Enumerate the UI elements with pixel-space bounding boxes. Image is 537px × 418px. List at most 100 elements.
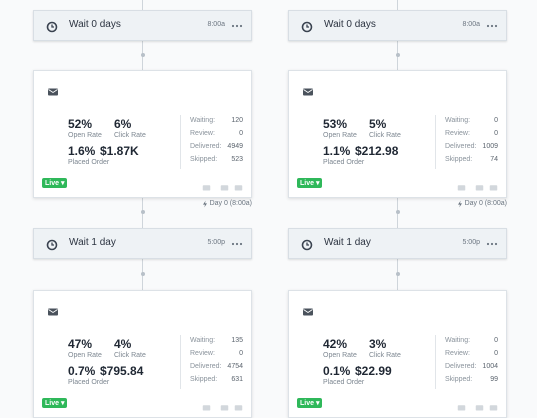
menu-dots[interactable]: [231, 237, 243, 249]
stat-value: 0: [239, 130, 243, 137]
stat-label: Waiting:: [445, 337, 471, 344]
action-icon[interactable]: [457, 399, 466, 411]
wait-card[interactable]: Wait 1 day 5:00p: [288, 228, 507, 259]
revenue: $22.99: [355, 364, 392, 378]
click-rate-label: Click Rate: [114, 132, 146, 139]
action-icon[interactable]: [489, 179, 498, 191]
stat-value: 135: [231, 337, 243, 344]
action-icon[interactable]: [489, 399, 498, 411]
stat-label: Review:: [190, 350, 215, 357]
stat-label: Delivered:: [445, 143, 477, 150]
wait-label: Wait 1 day: [69, 237, 116, 248]
wait-card[interactable]: Wait 0 days 8:00a: [288, 10, 507, 41]
action-icon[interactable]: [234, 179, 243, 191]
email-card[interactable]: 53% Open Rate 5% Click Rate 1.1% $212.98 Place…: [288, 70, 507, 198]
menu-dots[interactable]: [231, 19, 243, 31]
email-card[interactable]: 42% Open Rate 3% Click Rate 0.1% $22.99 Placed…: [288, 290, 507, 418]
divider: [435, 115, 436, 169]
bolt-icon-svg: [457, 200, 462, 208]
day-text: Day 0 (8:00a): [464, 200, 507, 207]
email-icon: [47, 85, 59, 97]
email-icon-svg: [48, 88, 58, 96]
day-label: Day 0 (8:00a): [457, 200, 507, 208]
menu-dots-svg: [486, 242, 498, 246]
click-rate: 5%: [369, 117, 387, 131]
action-icon[interactable]: [220, 179, 229, 191]
wait-card[interactable]: Wait 1 day 5:00p: [33, 228, 252, 259]
revenue: $1.87K: [100, 144, 139, 158]
connector-dot: [140, 272, 145, 276]
click-rate: 4%: [114, 337, 132, 351]
open-rate: 52%: [68, 117, 93, 131]
action-icon-svg: [220, 185, 229, 191]
wait-label: Wait 0 days: [324, 19, 376, 30]
stat-value: 523: [231, 156, 243, 163]
wait-label: Wait 0 days: [69, 19, 121, 30]
connector: [142, 0, 143, 10]
connector: [397, 0, 398, 10]
status-badge[interactable]: Live ▾: [297, 398, 323, 408]
divider: [180, 335, 181, 389]
stat-label: Review:: [190, 130, 215, 137]
email-icon: [302, 85, 314, 97]
order-rate: 1.6%: [68, 144, 96, 158]
stat-label: Skipped:: [445, 376, 473, 383]
open-rate-label: Open Rate: [323, 352, 357, 359]
email-card[interactable]: 52% Open Rate 6% Click Rate 1.6% $1.87K Placed…: [33, 70, 252, 198]
order-label: Placed Order: [68, 159, 110, 166]
divider: [435, 335, 436, 389]
stat-label: Delivered:: [190, 363, 222, 370]
open-rate-label: Open Rate: [68, 352, 102, 359]
order-label: Placed Order: [68, 379, 110, 386]
stat-label: Skipped:: [190, 156, 218, 163]
stat-value: 74: [490, 156, 498, 163]
bolt-icon-svg: [202, 200, 207, 208]
status-text: Live ▾: [300, 400, 320, 407]
order-rate: 0.1%: [323, 364, 351, 378]
stat-label: Waiting:: [190, 117, 216, 124]
status-text: Live ▾: [300, 180, 320, 187]
stat-label: Skipped:: [190, 376, 218, 383]
status-badge[interactable]: Live ▾: [42, 178, 68, 188]
menu-dots[interactable]: [486, 237, 498, 249]
wait-time: 5:00p: [462, 239, 480, 246]
order-label: Placed Order: [323, 379, 365, 386]
status-text: Live ▾: [45, 180, 65, 187]
email-icon-svg: [48, 308, 58, 316]
email-card[interactable]: 47% Open Rate 4% Click Rate 0.7% $795.84 Place…: [33, 290, 252, 418]
action-icon[interactable]: [220, 399, 229, 411]
action-icon[interactable]: [234, 399, 243, 411]
action-icon[interactable]: [475, 179, 484, 191]
action-icon[interactable]: [457, 179, 466, 191]
day-label: Day 0 (8:00a): [202, 200, 252, 208]
clock-icon: [46, 20, 58, 33]
open-rate: 47%: [68, 337, 93, 351]
stat-value: 631: [231, 376, 243, 383]
stat-value: 1009: [482, 143, 498, 150]
clock-icon-svg: [46, 21, 58, 33]
stat-label: Review:: [445, 350, 470, 357]
status-badge[interactable]: Live ▾: [297, 178, 323, 188]
action-icon-svg: [234, 405, 243, 411]
status-text: Live ▾: [45, 400, 65, 407]
revenue: $212.98: [355, 144, 399, 158]
day-text: Day 0 (8:00a): [209, 200, 252, 207]
menu-dots[interactable]: [486, 19, 498, 31]
status-badge[interactable]: Live ▾: [42, 398, 68, 408]
action-icon[interactable]: [202, 179, 211, 191]
action-icon-svg: [457, 405, 466, 411]
wait-card[interactable]: Wait 0 days 8:00a: [33, 10, 252, 41]
clock-icon: [46, 238, 58, 251]
clock-icon-svg: [46, 239, 58, 251]
action-icon[interactable]: [202, 399, 211, 411]
action-icon[interactable]: [475, 399, 484, 411]
stat-label: Delivered:: [190, 143, 222, 150]
clock-icon-svg: [301, 239, 313, 251]
email-icon: [47, 305, 59, 317]
connector-dot: [395, 53, 400, 57]
open-rate-label: Open Rate: [68, 132, 102, 139]
open-rate: 53%: [323, 117, 348, 131]
action-icon-svg: [489, 185, 498, 191]
clock-icon: [301, 238, 313, 251]
